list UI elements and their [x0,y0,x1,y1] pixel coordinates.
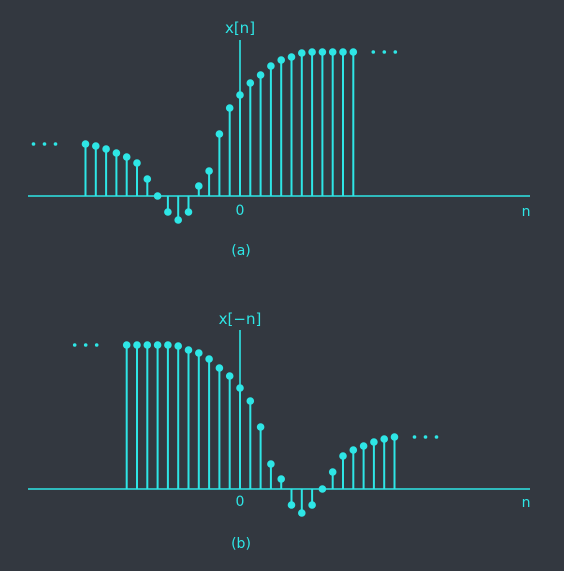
panel-b-ellipsis-left-dot [94,343,99,347]
panel-a-stems [81,48,358,224]
panel-a-sample-n11 [349,48,358,56]
panel-a-ellipsis-left-dot [42,142,47,146]
panel-a-sample-n-8 [153,192,162,200]
panel-b-ellipsis-right-dot [423,435,428,439]
panel-a-sample-n2 [256,71,265,79]
panel-a-sample-n0 [236,91,244,99]
panel-b-sample-n13 [370,438,378,446]
panel-b-sample-n-8 [153,341,162,349]
panel-b-sample-n-5 [184,346,193,354]
panel-b-ellipsis-left-dot [72,343,77,347]
panel-a-sample-n-13 [102,145,110,153]
panel-a-sample-n-7 [164,208,172,216]
panel-b-sample-n14 [380,435,389,443]
panel-b: x[−n] 0 n (b) [28,310,530,552]
panel-a-ellipsis-right-dot [382,50,387,54]
panel-b-sample-n0 [236,384,244,392]
panel-a-origin-label: 0 [236,203,245,219]
panel-b-sample-n3 [267,460,275,468]
panel-a-sample-n4 [277,56,286,64]
panel-b-stems [122,341,399,517]
panel-b-ellipsis-right-dot [412,435,417,439]
panel-a-sample-n-1 [225,104,234,112]
panel-b-sample-n10 [339,452,347,460]
panel-b-sample-n-9 [143,341,152,349]
panel-b-sample-n8 [318,485,327,493]
panel-b-continuation-left [72,343,99,347]
panel-b-sample-n6 [298,509,306,517]
panel-b-sample-n4 [277,475,286,483]
panel-a-sample-n-14 [92,142,100,150]
panel-b-sample-n11 [349,446,358,454]
panel-a-ellipsis-right-dot [371,50,376,54]
panel-b-origin-label: 0 [236,494,245,510]
panel-b-sample-n5 [287,501,296,509]
panel-a-ellipsis-left-dot [31,142,36,146]
panel-a-sample-n8 [318,48,327,56]
panel-b-sample-n-4 [195,349,203,357]
panel-b-sample-n15 [390,433,399,441]
panel-a-ellipsis-right-dot [393,50,398,54]
panel-a-sample-n-12 [112,149,121,157]
panel-a-sample-n-4 [195,182,203,190]
panel-a-signal-label: x[n] [225,19,255,37]
panel-a-sample-n10 [339,48,347,56]
panel-a-sample-n-6 [174,216,182,224]
panel-b-sample-n2 [256,423,265,431]
panel-b-sample-n-10 [133,341,141,349]
panel-b-sample-n-6 [174,342,182,350]
panel-b-axis-label: n [522,495,531,511]
panel-b-sample-n-7 [164,341,172,349]
panel-b-ellipsis-left-dot [83,343,88,347]
panel-a-sample-n6 [298,49,306,57]
panel-b-sample-n12 [359,442,368,450]
panel-a: x[n] 0 n (a) [28,19,530,259]
panel-a-sample-n-9 [143,175,152,183]
panel-a-sample-n9 [328,48,337,56]
panel-b-continuation-right [412,435,439,439]
panel-a-sample-n-11 [122,153,131,161]
panel-a-sample-n-15 [81,140,90,148]
panel-a-continuation-right [371,50,398,54]
panel-b-sample-n1 [246,397,255,405]
panel-a-sample-n7 [308,48,316,56]
panel-b-ellipsis-right-dot [434,435,439,439]
panel-b-sample-n7 [308,501,316,509]
panel-b-caption: (b) [231,536,251,552]
panel-a-sample-n3 [267,62,275,70]
panel-a-sample-n5 [287,53,296,61]
panel-a-sample-n-10 [133,159,141,167]
panel-a-ellipsis-left-dot [53,142,58,146]
panel-a-sample-n-5 [184,208,193,216]
panel-a-sample-n1 [246,79,255,87]
panel-a-continuation-left [31,142,58,146]
panel-a-axis-label: n [522,204,531,220]
panel-b-sample-n-1 [225,372,234,380]
panel-a-sample-n-2 [215,130,224,138]
panel-a-caption: (a) [231,243,251,259]
panel-b-sample-n-11 [122,341,131,349]
panel-b-sample-n-3 [205,355,213,363]
panel-b-signal-label: x[−n] [219,310,262,328]
panel-b-sample-n-2 [215,364,224,372]
panel-b-sample-n9 [328,468,337,476]
panel-a-sample-n-3 [205,167,213,175]
